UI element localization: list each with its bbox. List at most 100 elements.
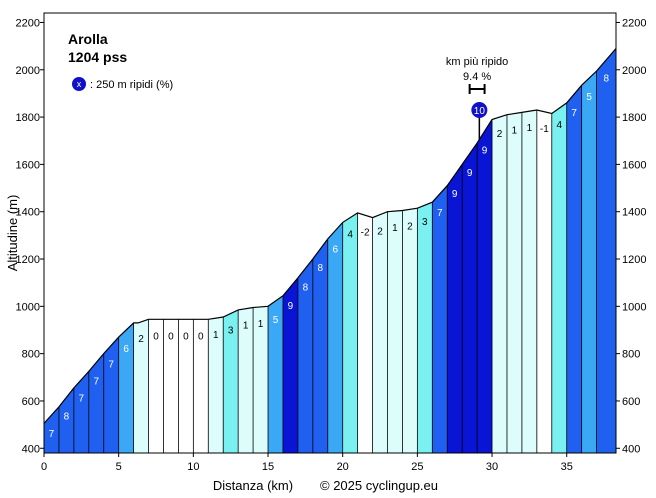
legend-marker-text: x — [77, 79, 82, 89]
segment-grade-label: 1 — [213, 330, 219, 341]
segment-grade-label: 8 — [303, 282, 309, 293]
segment-grade-label: 2 — [497, 129, 503, 140]
segment-grade-label: 9 — [288, 301, 294, 312]
legend: x : 250 m ripidi (%) — [72, 77, 173, 91]
segment-26 — [417, 202, 433, 453]
y-tick-label-right: 1800 — [622, 112, 646, 124]
segment-7 — [133, 319, 149, 453]
y-tick-label-left: 1800 — [16, 112, 40, 124]
segment-24 — [387, 210, 403, 453]
chart-title: Arolla — [68, 31, 108, 47]
segment-9 — [163, 319, 179, 453]
segment-grade-label: 0 — [198, 331, 204, 342]
segment-30 — [477, 119, 492, 453]
y-tick-label-right: 2000 — [622, 65, 646, 77]
segment-grade-label: 9 — [467, 168, 473, 179]
y-tick-label-right: 1600 — [622, 159, 646, 171]
segment-grade-label: 8 — [64, 411, 70, 422]
segment-6 — [118, 322, 134, 453]
segment-grade-label: 3 — [422, 217, 428, 228]
segment-grade-label: 7 — [93, 377, 99, 388]
y-tick-label-right: 400 — [622, 443, 640, 455]
x-tick-label: 15 — [262, 461, 274, 473]
segment-34 — [536, 110, 552, 453]
segment-grade-label: 7 — [49, 429, 55, 440]
y-tick-label-right: 1400 — [622, 207, 646, 219]
segment-grade-label: 7 — [108, 359, 114, 370]
x-tick-label: 20 — [337, 461, 349, 473]
y-tick-label-left: 1400 — [16, 207, 40, 219]
segment-grade-label: -1 — [540, 124, 549, 135]
y-tick-label-left: 2000 — [16, 65, 40, 77]
legend-marker-icon — [72, 77, 86, 91]
segment-grade-label: 0 — [183, 331, 189, 342]
gradient-segments — [44, 48, 616, 454]
segment-grade-label: 7 — [79, 394, 85, 405]
segment-4 — [88, 353, 104, 453]
segment-grade-label: 1 — [512, 126, 518, 137]
plot-frame — [43, 12, 617, 454]
y-tick-label-right: 2200 — [622, 17, 646, 29]
segment-20 — [327, 222, 343, 453]
segment-32 — [507, 112, 522, 454]
segment-17 — [283, 277, 298, 453]
steepest-km-bracket — [468, 84, 486, 94]
segment-grade-label: -2 — [361, 227, 370, 238]
segment-19 — [312, 238, 328, 453]
steepest-km-value: 9.4 % — [463, 71, 491, 83]
segment-grade-label: 4 — [347, 230, 353, 241]
segment-grade-label: 9 — [482, 145, 488, 156]
segment-grade-label: 9 — [452, 189, 458, 200]
segment-grade-label: 1 — [243, 321, 249, 332]
x-tick-label: 0 — [41, 461, 47, 473]
segment-grade-label: 2 — [138, 334, 144, 345]
segment-16 — [268, 295, 283, 453]
segment-23 — [372, 211, 388, 453]
segment-12 — [208, 317, 224, 453]
segment-grade-label: 1 — [258, 319, 264, 330]
y-tick-label-left: 1000 — [16, 301, 40, 313]
segment-11 — [193, 319, 209, 453]
y-tick-label-left: 800 — [22, 349, 40, 361]
segment-2 — [58, 387, 74, 453]
x-tick-label: 5 — [116, 461, 122, 473]
steepest-marker-value: 10 — [474, 106, 486, 117]
y-tick-label-right: 600 — [622, 396, 640, 408]
segment-1 — [44, 406, 59, 453]
steepest-km-label: km più ripido — [446, 56, 508, 68]
segment-38 — [596, 48, 616, 453]
segment-grade-label: 2 — [377, 227, 383, 238]
y-tick-label-right: 1000 — [622, 301, 646, 313]
segment-3 — [73, 371, 89, 453]
segment-grade-label: 4 — [556, 120, 562, 131]
segment-22 — [357, 212, 373, 453]
y-tick-label-left: 400 — [22, 443, 40, 455]
segment-grade-label: 3 — [228, 325, 234, 336]
y-tick-label-left: 600 — [22, 396, 40, 408]
segment-grade-label: 8 — [318, 263, 324, 274]
segment-grade-label: 7 — [437, 208, 443, 219]
segment-27 — [432, 185, 448, 453]
segment-28 — [447, 164, 463, 453]
x-tick-label: 25 — [411, 461, 423, 473]
segment-grade-label: 0 — [168, 331, 174, 342]
y-tick-label-right: 800 — [622, 349, 640, 361]
y-tick-label-right: 1200 — [622, 254, 646, 266]
segment-grade-label: 8 — [604, 74, 610, 85]
segment-14 — [238, 307, 254, 453]
segment-grade-label: 1 — [527, 123, 533, 134]
segment-31 — [492, 114, 507, 453]
segment-29 — [462, 143, 478, 453]
segment-33 — [521, 110, 537, 453]
segment-grade-label: 5 — [273, 315, 279, 326]
y-tick-label-left: 1200 — [16, 254, 40, 266]
segment-15 — [253, 306, 268, 453]
x-axis-label: Distanza (km) — [213, 478, 293, 493]
segment-35 — [551, 102, 567, 454]
segment-grade-label: 0 — [153, 331, 159, 342]
y-tick-label-left: 1600 — [16, 159, 40, 171]
x-tick-label: 10 — [187, 461, 199, 473]
segment-18 — [297, 259, 313, 453]
